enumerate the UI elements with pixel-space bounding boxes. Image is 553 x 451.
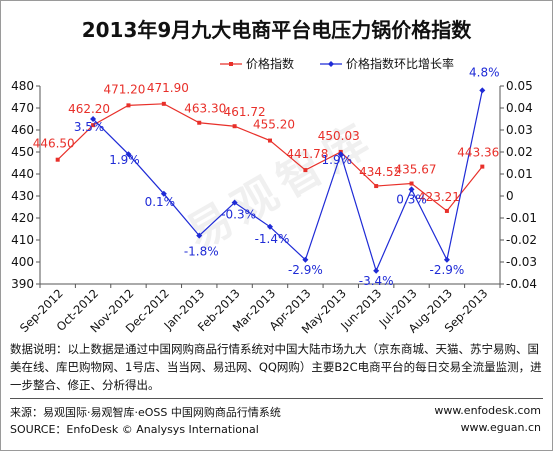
chart-title: 2013年9月九大电商平台电压力锅价格指数 <box>81 18 472 42</box>
data-note: 数据说明：以上数据是通过中国网购商品行情系统对中国大陆市场九大（京东商城、天猫、… <box>10 342 542 392</box>
price-point <box>197 120 202 125</box>
right-tick-label: -0.04 <box>506 277 537 291</box>
ratio-data-label: -0.3% <box>221 208 256 222</box>
price-point <box>161 101 166 106</box>
price-data-label: 434.52 <box>359 165 401 179</box>
price-point <box>232 124 237 129</box>
price-data-label: 446.50 <box>33 137 75 151</box>
source-en: SOURCE：EnfoDesk © Analysys International <box>10 423 259 436</box>
ratio-data-label: -2.9% <box>288 263 323 277</box>
ratio-data-label: -3.4% <box>359 274 394 288</box>
left-tick-label: 410 <box>11 233 34 247</box>
right-tick-label: -0.03 <box>506 255 537 269</box>
divider <box>10 398 543 399</box>
right-tick-label: 0.05 <box>506 79 533 93</box>
source-cn: 来源：易观国际·易观智库·eOSS 中国网购商品行情系统 <box>10 406 281 419</box>
url-eguan[interactable]: www.eguan.cn <box>460 421 541 434</box>
legend-marker <box>229 62 233 66</box>
left-tick-label: 470 <box>11 101 34 115</box>
left-tick-label: 450 <box>11 145 34 159</box>
price-point <box>374 184 379 189</box>
right-tick-label: 0.02 <box>506 145 533 159</box>
ratio-data-label: 1.9% <box>322 153 353 167</box>
legend-label: 价格指数环比增长率 <box>346 56 454 71</box>
price-data-label: 423.21 <box>418 190 460 204</box>
price-point <box>303 168 308 173</box>
left-tick-label: 400 <box>11 255 34 269</box>
ratio-data-label: 0.1% <box>145 195 176 209</box>
price-data-label: 450.03 <box>318 129 360 143</box>
url-enfodesk[interactable]: www.enfodesk.com <box>434 404 541 417</box>
right-tick-label: 0 <box>506 189 514 203</box>
legend-marker <box>328 61 334 67</box>
price-point <box>91 123 96 128</box>
left-tick-label: 480 <box>11 79 34 93</box>
ratio-data-label: 4.8% <box>469 65 500 79</box>
ratio-point <box>337 151 344 158</box>
price-data-label: 461.72 <box>224 105 266 119</box>
ratio-data-label: 3.5% <box>74 120 105 134</box>
price-data-label: 455.20 <box>253 118 295 132</box>
left-tick-label: 430 <box>11 189 34 203</box>
ratio-point <box>408 186 415 193</box>
ratio-point <box>90 116 97 122</box>
chart-legend: 价格指数 价格指数环比增长率 <box>220 56 454 71</box>
price-data-label: 443.36 <box>457 146 499 160</box>
legend-label: 价格指数 <box>246 56 294 71</box>
ratio-point <box>373 267 380 274</box>
price-point <box>480 164 485 169</box>
chart-marks: 446.50 462.20 471.20 471.90 463.30461.72455.… <box>33 65 500 287</box>
price-data-label: 435.67 <box>395 163 437 177</box>
ratio-point <box>479 87 486 94</box>
right-tick-label: -0.02 <box>506 233 537 247</box>
ratio-point <box>160 190 167 197</box>
price-data-label: 471.90 <box>147 81 189 95</box>
ratio-point <box>267 223 273 230</box>
left-tick-label: 440 <box>11 167 34 181</box>
price-data-label: 463.30 <box>184 102 226 116</box>
ratio-point <box>125 151 132 158</box>
price-point <box>268 138 272 143</box>
ratio-data-label: -2.9% <box>430 263 465 277</box>
left-tick-label: 460 <box>11 123 34 137</box>
price-point <box>444 208 449 213</box>
right-tick-label: 0.01 <box>506 167 533 181</box>
ratio-data-label: -1.8% <box>184 245 219 259</box>
left-tick-label: 390 <box>11 277 34 291</box>
ratio-point <box>231 199 238 206</box>
ratio-point <box>196 232 203 239</box>
right-tick-label: -0.01 <box>506 211 537 225</box>
ratio-point <box>302 256 309 263</box>
price-point <box>126 103 131 108</box>
price-data-label: 462.20 <box>68 102 110 116</box>
ratio-data-label: 0.3% <box>396 192 427 206</box>
ratio-data-label: -1.4% <box>255 232 290 246</box>
right-tick-label: 0.04 <box>506 101 533 115</box>
price-data-label: 471.20 <box>103 82 145 96</box>
left-tick-label: 420 <box>11 211 34 225</box>
right-tick-label: 0.03 <box>506 123 533 137</box>
ratio-point <box>443 256 450 263</box>
price-data-label: 441.78 <box>286 147 328 161</box>
price-point <box>409 181 414 186</box>
price-point <box>55 157 60 162</box>
ratio-line <box>92 90 483 273</box>
ratio-data-label: 1.9% <box>109 153 140 167</box>
